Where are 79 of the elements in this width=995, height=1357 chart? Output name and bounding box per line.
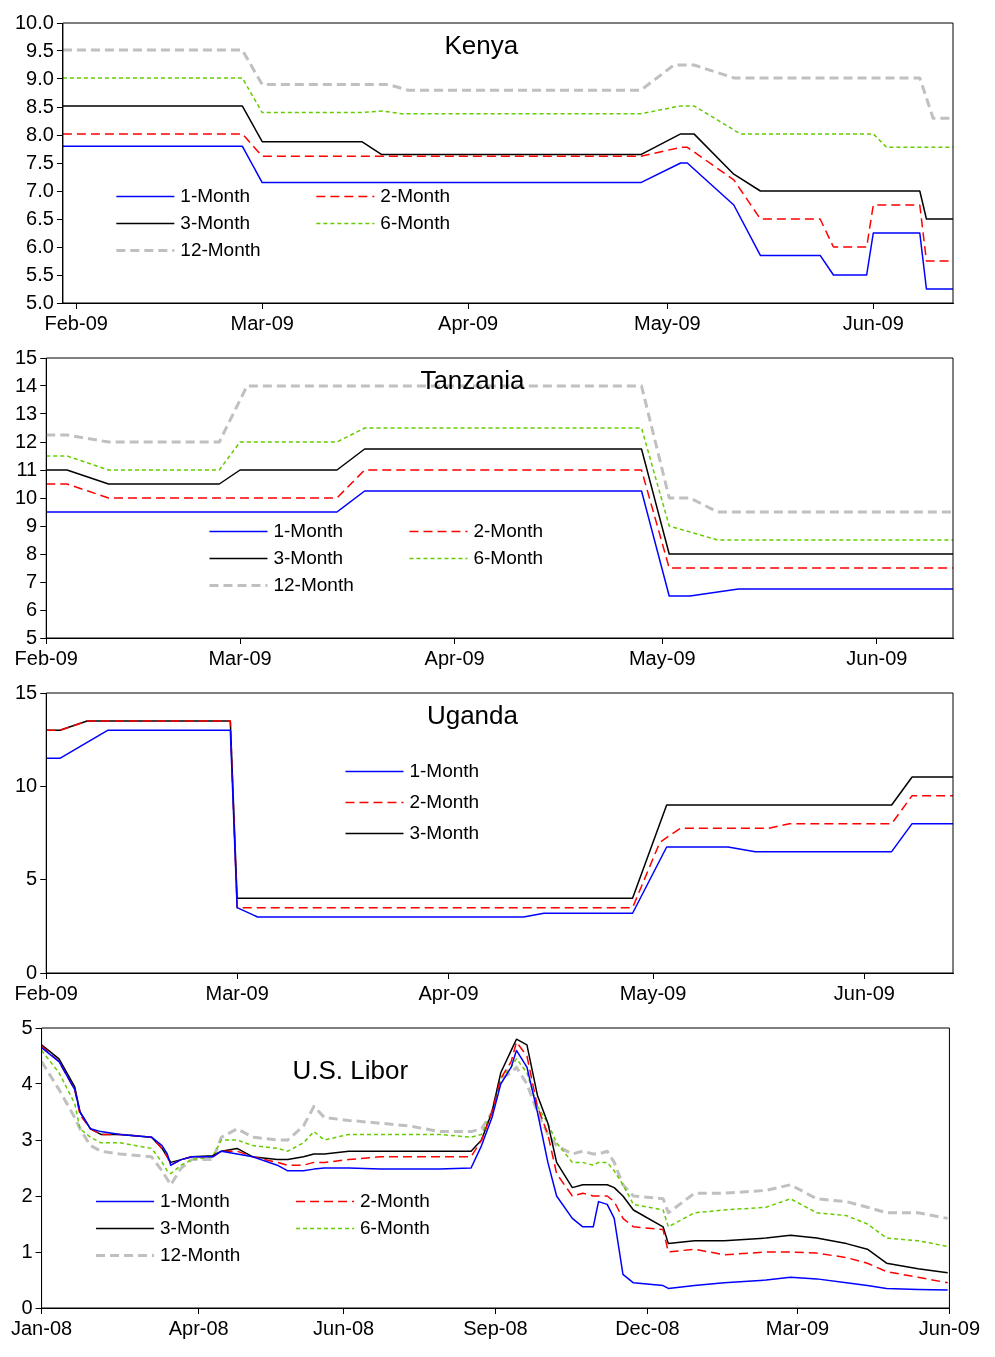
y-tick-label: 5 [26, 625, 38, 648]
y-tick-label: 12 [15, 429, 38, 452]
legend-label: 6-Month [473, 546, 544, 568]
x-tick-label: Mar-09 [230, 311, 294, 334]
legend-label: 3-Month [180, 211, 251, 233]
y-tick-label: 9 [26, 513, 38, 536]
x-tick-label: Jun-08 [313, 1316, 375, 1339]
x-tick-label: Jun-09 [918, 1316, 980, 1339]
x-tick-label: May-09 [628, 646, 696, 669]
y-tick-label: 8.0 [26, 122, 54, 145]
x-tick-label: Jan-08 [11, 1316, 73, 1339]
y-tick-label: 2 [21, 1183, 33, 1206]
x-tick-label: Feb-09 [14, 981, 78, 1004]
y-tick-label: 0 [26, 960, 38, 983]
legend-label: 2-Month [360, 1189, 430, 1211]
line-series [41, 1060, 950, 1220]
y-tick-label: 4 [21, 1071, 33, 1094]
x-tick-label: Feb-09 [44, 311, 108, 334]
legend-label: 12-Month [273, 573, 354, 595]
legend-label: 2-Month [380, 184, 451, 206]
x-tick-label: Jun-09 [842, 311, 904, 334]
y-tick-label: 5 [21, 1015, 33, 1038]
legend-label: 1-Month [273, 519, 344, 541]
legend-label: 1-Month [160, 1189, 230, 1211]
line-series [46, 427, 953, 541]
y-tick-label: 15 [15, 345, 38, 368]
x-tick-label: Mar-09 [765, 1316, 830, 1339]
y-tick-label: 7.0 [26, 178, 54, 201]
y-tick-label: 6.0 [26, 234, 54, 257]
legend-label: 6-Month [380, 211, 451, 233]
y-tick-label: 11 [16, 457, 38, 480]
x-tick-label: Sep-08 [463, 1316, 528, 1339]
chart-title: Kenya [444, 30, 519, 61]
legend-label: 12-Month [160, 1243, 241, 1265]
legend-label: 2-Month [473, 519, 544, 541]
y-tick-label: 5.0 [26, 290, 54, 313]
x-tick-label: Apr-08 [168, 1316, 229, 1339]
chart-title: Tanzania [420, 365, 525, 396]
legend-label: 12-Month [180, 238, 261, 260]
y-tick-label: 13 [15, 401, 38, 424]
y-tick-label: 10 [15, 773, 38, 796]
line-series [41, 1049, 949, 1248]
y-tick-label: 9.5 [26, 38, 54, 61]
y-tick-label: 7.5 [26, 150, 54, 173]
y-tick-label: 1 [21, 1239, 33, 1262]
chart-title: Uganda [426, 700, 519, 731]
y-tick-label: 10 [15, 485, 38, 508]
x-tick-label: Apr-09 [418, 981, 479, 1004]
text: U.S. Libor [292, 1055, 409, 1086]
legend-label: 3-Month [160, 1216, 230, 1238]
x-tick-label: May-09 [634, 311, 701, 334]
y-tick-label: 0 [21, 1295, 33, 1318]
x-tick-label: Dec-08 [615, 1316, 680, 1339]
y-tick-label: 5.5 [26, 262, 54, 285]
legend-label: 1-Month [409, 759, 480, 781]
legend-label: 1-Month [180, 184, 251, 206]
x-tick-label: Jun-09 [833, 981, 895, 1004]
y-tick-label: 8.5 [26, 94, 54, 117]
y-tick-label: 15 [15, 680, 38, 703]
y-tick-label: 8 [26, 541, 38, 564]
y-tick-label: 10.0 [14, 10, 54, 33]
x-tick-label: May-09 [619, 981, 687, 1004]
y-tick-label: 14 [15, 373, 38, 396]
legend-label: 2-Month [409, 790, 480, 812]
y-tick-label: 7 [26, 569, 38, 592]
legend-label: 3-Month [273, 546, 344, 568]
x-tick-label: Apr-09 [424, 646, 485, 669]
x-tick-label: Mar-09 [205, 981, 269, 1004]
y-tick-label: 6.5 [26, 206, 54, 229]
x-tick-label: Mar-09 [208, 646, 272, 669]
x-tick-label: Jun-09 [846, 646, 908, 669]
y-tick-label: 3 [21, 1127, 33, 1150]
x-tick-label: Feb-09 [14, 646, 78, 669]
y-tick-label: 5 [26, 867, 38, 890]
y-tick-label: 9.0 [26, 66, 54, 89]
legend-label: 3-Month [409, 821, 480, 843]
y-tick-label: 6 [26, 597, 38, 620]
legend-label: 6-Month [360, 1216, 430, 1238]
x-tick-label: Apr-09 [438, 311, 499, 334]
